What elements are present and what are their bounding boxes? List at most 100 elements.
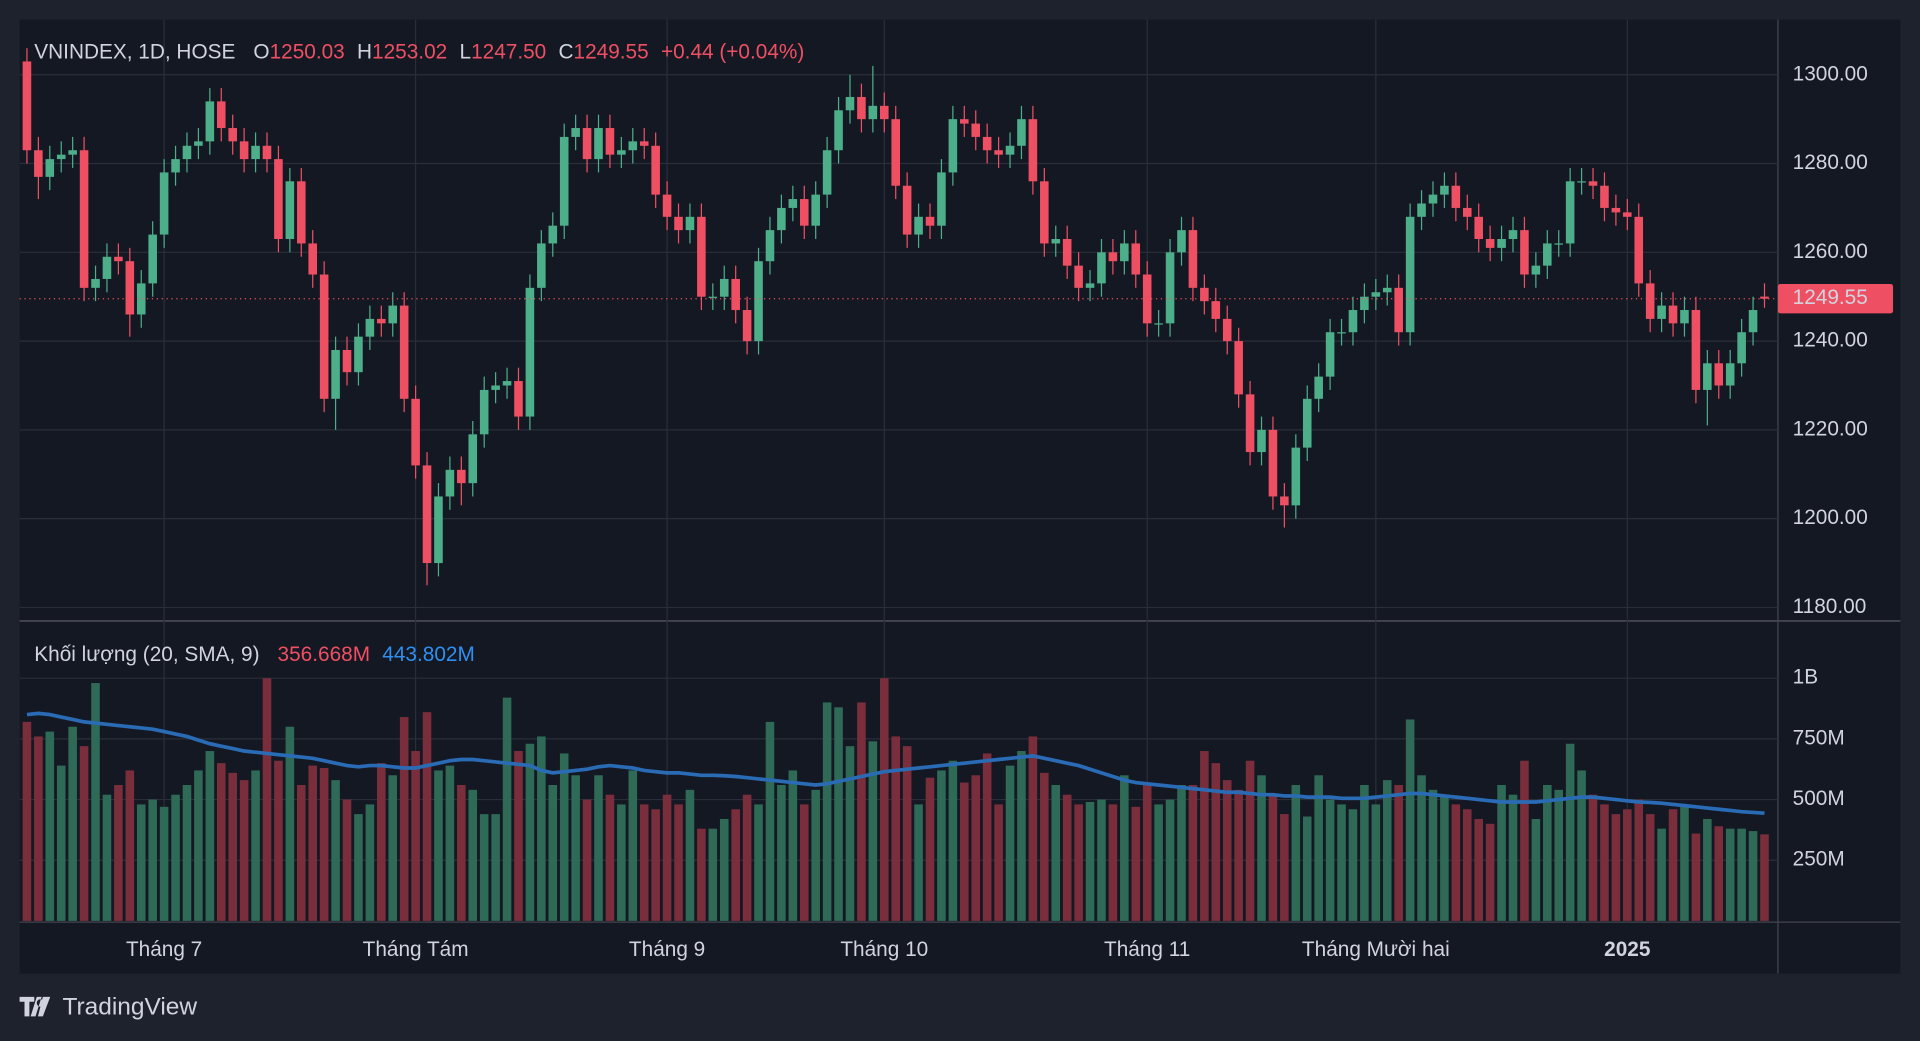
volume-bar xyxy=(948,760,958,921)
volume-bar xyxy=(971,775,981,921)
candle-body xyxy=(1600,185,1609,208)
volume-bar xyxy=(937,770,946,921)
candle-body xyxy=(537,243,546,288)
volume-bar xyxy=(399,717,409,921)
candle-body xyxy=(1497,239,1506,248)
volume-bar xyxy=(777,784,786,921)
volume-bar xyxy=(1703,818,1712,921)
volume-bar xyxy=(1474,818,1483,921)
candle-body xyxy=(594,128,603,160)
candle-body xyxy=(274,159,283,240)
volume-bar xyxy=(1554,789,1564,921)
candle-body xyxy=(1611,207,1621,213)
candle-body xyxy=(1177,230,1186,253)
volume-bar xyxy=(1245,760,1255,921)
candle-body xyxy=(719,278,729,297)
candle-body xyxy=(1520,230,1529,275)
volume-bar xyxy=(1028,736,1038,921)
change: +0.44 (+0.04%) xyxy=(661,40,804,63)
x-tick-label: Tháng 11 xyxy=(1104,938,1190,961)
volume-bar xyxy=(274,760,283,921)
candle-body xyxy=(1634,216,1644,284)
candle-body xyxy=(1371,292,1381,297)
candle-body xyxy=(1314,376,1323,399)
candle-body xyxy=(114,256,123,262)
volume-bar xyxy=(982,753,992,921)
candle-body xyxy=(445,469,455,497)
volume-bar xyxy=(1428,789,1438,921)
volume-bar xyxy=(354,814,363,921)
candle-body xyxy=(605,128,615,155)
candle-body xyxy=(1405,216,1415,333)
volume-bar xyxy=(914,804,923,921)
candle-body xyxy=(742,310,752,342)
volume-bar xyxy=(605,794,615,921)
candle-body xyxy=(1051,239,1061,244)
candle-body xyxy=(1154,323,1163,325)
candle-body xyxy=(148,234,157,284)
volume-bar xyxy=(297,784,306,921)
candle-body xyxy=(1462,207,1472,217)
volume-bar xyxy=(1097,799,1106,921)
candle-body xyxy=(1165,252,1175,324)
volume-bar xyxy=(91,683,100,921)
candle-body xyxy=(1725,363,1735,386)
volume-bar xyxy=(719,818,729,921)
x-tick-label: Tháng 9 xyxy=(629,938,705,961)
candle-body xyxy=(639,141,649,146)
ohlc-label: C xyxy=(558,40,573,63)
candle-body xyxy=(1302,398,1312,448)
volume-bar xyxy=(102,794,112,921)
candle-body xyxy=(1714,363,1724,386)
volume-bar xyxy=(1120,775,1129,921)
candle-body xyxy=(1268,429,1278,497)
volume-bar xyxy=(788,770,798,921)
volume-bar xyxy=(136,804,146,921)
volume-bar xyxy=(22,721,32,921)
volume-bar xyxy=(571,775,580,921)
candle-body xyxy=(1337,332,1346,334)
candle-body xyxy=(1565,181,1575,244)
volume-bar xyxy=(1668,809,1678,921)
volume-bar xyxy=(1417,775,1426,921)
candle-body xyxy=(285,181,295,240)
candle-body xyxy=(1382,287,1392,293)
candle-body xyxy=(1257,429,1266,453)
candle-body xyxy=(811,194,820,226)
volume-bar xyxy=(182,784,192,921)
candle-body xyxy=(1188,230,1198,288)
candle-body xyxy=(365,318,375,337)
volume-bar xyxy=(56,765,66,921)
ohlc-label: L xyxy=(459,40,471,63)
volume-bar xyxy=(1257,775,1266,921)
volume-bar xyxy=(1462,809,1472,921)
volume-bar xyxy=(342,799,352,921)
candle-body xyxy=(1645,283,1655,319)
candle-body xyxy=(1360,296,1369,311)
candle-body xyxy=(1222,318,1232,342)
volume-bar xyxy=(1017,751,1026,921)
y-tick-label: 1180.00 xyxy=(1793,595,1867,618)
header: VNINDEX, 1D, HOSE O1250.03 H1253.02 L1247.… xyxy=(34,40,804,63)
volume-bar xyxy=(1085,801,1095,921)
volume-bar xyxy=(651,809,660,921)
volume-bar xyxy=(731,809,740,921)
y-tick-label: 1200.00 xyxy=(1793,506,1868,529)
candle-body xyxy=(354,336,363,373)
candle-body xyxy=(1691,310,1701,390)
candle-body xyxy=(982,136,992,151)
volume-bar xyxy=(79,746,89,921)
volume-bar xyxy=(1623,809,1632,921)
candle-body xyxy=(845,96,855,111)
volume-bar xyxy=(1531,818,1541,921)
volume-bar xyxy=(1657,828,1666,921)
candle-body xyxy=(1028,119,1038,182)
sma-value: 443.802M xyxy=(382,643,475,666)
candle-body xyxy=(479,389,489,435)
volume-bar xyxy=(994,804,1003,921)
candle-body xyxy=(399,305,409,399)
volume-bar xyxy=(1440,794,1449,921)
candle-body xyxy=(777,207,786,231)
candle-body xyxy=(125,261,135,315)
y-tick-label: 1260.00 xyxy=(1793,240,1868,263)
